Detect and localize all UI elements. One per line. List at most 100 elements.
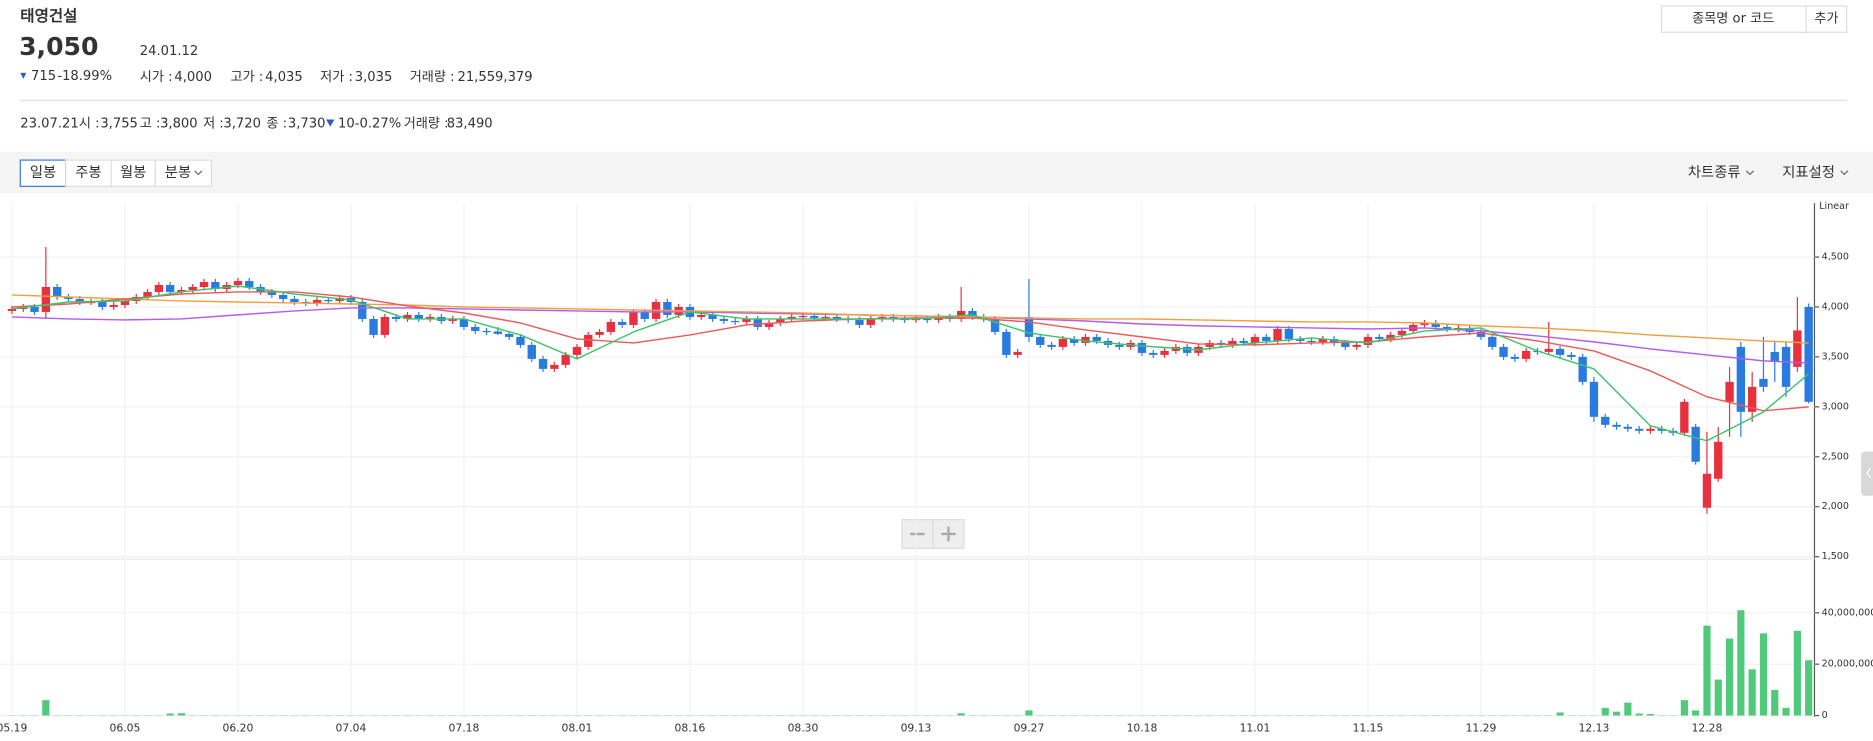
candle-body: [380, 316, 390, 335]
volume-bar: [1725, 638, 1734, 716]
candle-body: [1589, 381, 1599, 417]
candle-body: [810, 315, 819, 318]
menu-label[interactable]: 차트종류: [1688, 164, 1741, 181]
stat-label: 저가 :: [320, 69, 353, 85]
candle-body: [1499, 346, 1508, 357]
candle-body: [324, 299, 333, 302]
chevron: [1745, 170, 1754, 176]
hover-label: 종 :: [266, 117, 287, 132]
tab-label: 주봉: [75, 164, 101, 181]
candle-body: [1601, 416, 1610, 425]
candle-body: [493, 331, 503, 334]
zoom-out[interactable]: [901, 519, 934, 549]
down-triangle: [326, 119, 335, 127]
candle-body: [1352, 344, 1361, 347]
volume-bar: [1737, 610, 1745, 716]
candle-body: [1680, 401, 1689, 433]
candle-body: [990, 318, 1000, 332]
volume-bar: [1556, 712, 1564, 716]
candle-body: [561, 354, 570, 365]
y-tick-label: 1,500: [1822, 551, 1849, 562]
add-button-label: 추가: [1814, 11, 1838, 27]
candle-body: [1375, 336, 1384, 339]
volume-bar: [1793, 630, 1801, 716]
candle-body: [956, 310, 966, 319]
candle-body: [1149, 352, 1158, 355]
candle-body: [312, 299, 322, 303]
search-placeholder: 종목명 or 코드: [1692, 11, 1774, 27]
volume-bar: [957, 713, 965, 716]
candle-body: [199, 281, 209, 287]
candle-body: [742, 318, 751, 322]
hover-value: 3,800: [160, 117, 198, 132]
candle-body: [584, 334, 593, 347]
price-date: 24.01.12: [140, 44, 198, 59]
candle-body: [1205, 342, 1214, 347]
x-tick-label: 10.18: [1127, 722, 1158, 735]
volume-bar: [1025, 710, 1033, 716]
candle-body: [1770, 351, 1779, 362]
x-tick-label: 11.29: [1466, 722, 1497, 735]
candle-body: [1363, 336, 1373, 345]
moving-average: [11, 294, 1809, 344]
candle-body: [52, 286, 62, 297]
candle-body: [1555, 348, 1565, 355]
candle-body: [471, 326, 480, 331]
x-tick-label: 05.19: [0, 722, 27, 735]
hover-change: 10: [338, 117, 355, 132]
candle-body: [968, 310, 977, 317]
volume-bar: [1805, 660, 1813, 716]
chevron: [1840, 170, 1849, 176]
candle-body: [403, 314, 412, 319]
candle-body: [1047, 344, 1056, 347]
current-price: 3,050: [19, 32, 98, 61]
candle-body: [414, 314, 423, 319]
candle-body: [1725, 381, 1734, 402]
volume-bar: [42, 700, 50, 716]
candle-body: [606, 321, 616, 332]
zoom-controls: [901, 519, 965, 549]
volume-bar: [1624, 702, 1632, 716]
stat-value: 3,035: [355, 70, 393, 85]
candle-body: [629, 311, 638, 325]
candle-body: [1714, 441, 1723, 479]
candle-body: [855, 319, 864, 325]
volume-bar: [1771, 689, 1779, 716]
y-tick-label: 4,000: [1822, 301, 1849, 312]
candle-body: [358, 301, 367, 319]
candle-body: [1386, 334, 1395, 339]
volume-bar: [1646, 713, 1655, 716]
zoom-in[interactable]: [932, 519, 965, 549]
menu-label[interactable]: 지표설정: [1782, 164, 1835, 181]
candle-body: [1295, 338, 1305, 341]
tab[interactable]: [19, 159, 67, 187]
hover-value: 3,730: [288, 117, 326, 132]
add-button[interactable]: [1805, 5, 1848, 33]
candle-body: [1397, 330, 1407, 335]
candle-body: [1058, 338, 1068, 347]
candle-body: [1759, 378, 1768, 387]
tab[interactable]: [154, 159, 213, 187]
candle-body: [1736, 346, 1746, 412]
stat-label: 시가 :: [140, 69, 173, 85]
tab-label: 분봉: [165, 164, 191, 181]
moving-average: [11, 285, 1810, 442]
hover-change-pct: -0.27%: [355, 117, 401, 132]
scale-label: Linear: [1819, 201, 1849, 212]
volume-bar: [177, 713, 186, 716]
stat-label: 거래량 :: [410, 69, 455, 85]
stock-name: 태영건설: [20, 7, 77, 25]
candle-body: [64, 296, 73, 299]
candle-body: [278, 294, 288, 299]
candle-body: [640, 311, 649, 319]
candle-body: [866, 318, 875, 325]
candle-body: [595, 331, 604, 335]
tab[interactable]: [65, 159, 112, 187]
candle-body: [776, 318, 785, 323]
candle-body: [1510, 356, 1520, 359]
candle-body: [730, 320, 740, 323]
candle-body: [821, 316, 830, 319]
